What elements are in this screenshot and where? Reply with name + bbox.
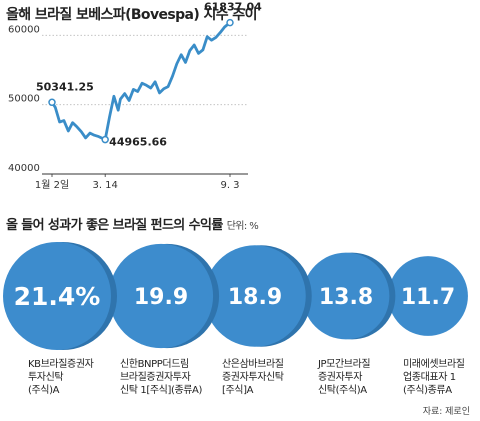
- fund-bubble: [204, 245, 306, 347]
- x-tick-label: 1월 2일: [35, 179, 69, 191]
- line-chart-title: 올해 브라질 보베스파(Bovespa) 지수 추이: [6, 7, 257, 23]
- y-tick-label: 50000: [8, 94, 40, 105]
- x-tick-label: 3. 14: [92, 180, 117, 191]
- fund-chart-title: 올 들어 성과가 좋은 브라질 펀드의 수익률 단위: %: [6, 214, 259, 233]
- fund-label-2: 신한BNPP더드림 브라질증권자투자 신탁 1[주식](종류A): [120, 359, 202, 396]
- fund-label-1: KB브라질증권자 투자신탁 (주식)A: [28, 359, 94, 396]
- fund-bubble: [302, 252, 390, 340]
- fund-bubble: [3, 242, 111, 350]
- bovespa-line-chart: 60000 50000 40000 1월 2일 3. 14 9. 3 50341.25 449…: [8, 1, 262, 191]
- annotation-point: [101, 135, 109, 144]
- annotation-label: 61837.04: [204, 1, 262, 14]
- fund-chart-title-text: 올 들어 성과가 좋은 브라질 펀드의 수익률: [6, 218, 223, 233]
- fund-bubble-chart: 11.7 13.8 18.9 19.9 21.4%: [3, 242, 468, 350]
- fund-label-4: JP모간브라질 증권자투자 신탁(주식)A: [318, 359, 371, 396]
- fund-bubble: [108, 243, 214, 349]
- fund-value-label: 19.9: [134, 285, 188, 310]
- bovespa-series-line: [50, 21, 232, 142]
- annotation-label: 50341.25: [36, 80, 94, 93]
- fund-label-5: 미래에셋브라질 업종대표자 1 (주식)종류A: [403, 359, 465, 396]
- fund-value-label: 18.9: [228, 285, 282, 310]
- x-tick-label: 9. 3: [220, 180, 239, 191]
- y-tick-label: 60000: [8, 24, 40, 35]
- fund-value-label: 13.8: [319, 285, 373, 310]
- annotation-point: [48, 98, 56, 107]
- fund-value-label: 21.4%: [14, 282, 101, 311]
- fund-label-3: 산은삼바브라질 증권자투자신탁 [주식]A: [222, 359, 284, 396]
- annotation-label: 44965.66: [109, 136, 167, 149]
- source-note: 자료: 제로인: [422, 407, 470, 417]
- annotation-point: [226, 18, 234, 27]
- y-tick-label: 40000: [8, 163, 40, 174]
- fund-chart-unit: 단위: %: [226, 221, 259, 232]
- fund-value-label: 11.7: [401, 285, 455, 310]
- fund-bubble: [388, 256, 468, 336]
